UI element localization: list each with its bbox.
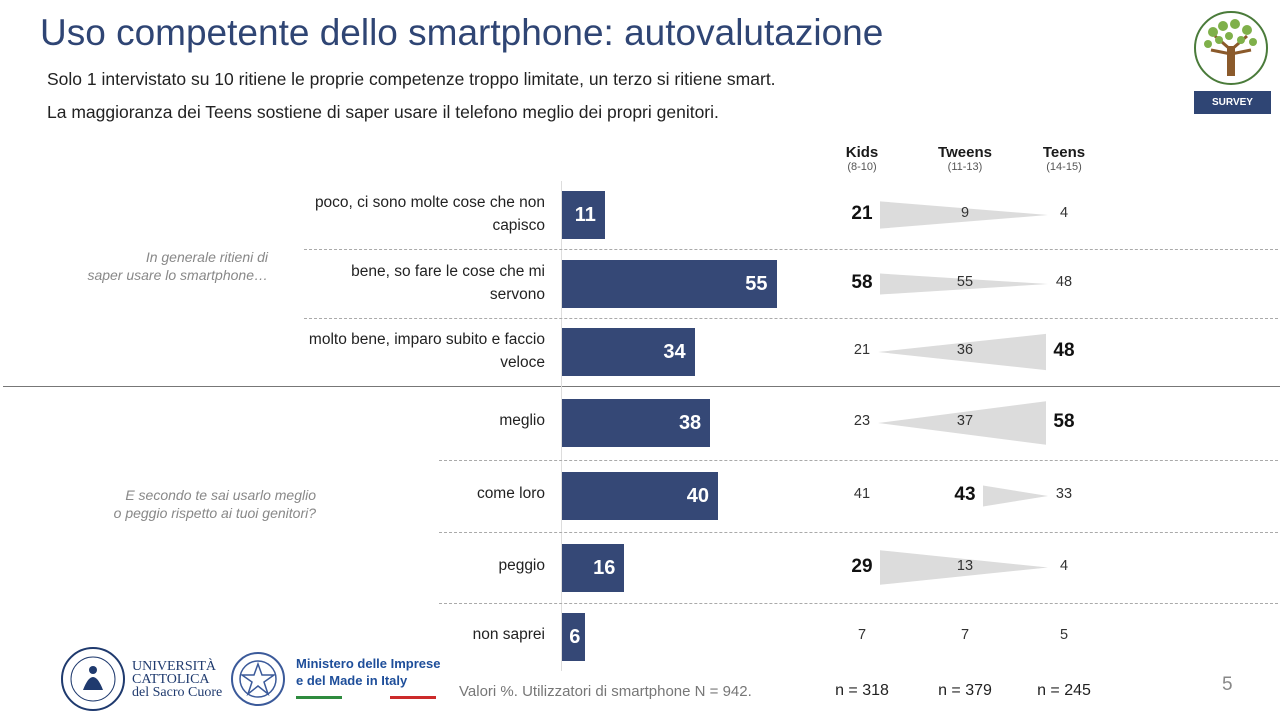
value-tweens: 43 xyxy=(954,484,976,505)
value-kids: 21 xyxy=(853,342,871,358)
ministry-name: Ministero delle Imprese e del Made in It… xyxy=(296,656,441,688)
value-teens: 48 xyxy=(1053,340,1075,361)
value-axis-line xyxy=(561,181,562,671)
column-header-tweens: Tweens (11-13) xyxy=(915,144,1015,173)
category-label: non saprei xyxy=(472,626,545,643)
bar-value-label: 55 xyxy=(745,273,768,295)
category-label: come loro xyxy=(476,485,545,502)
section-divider xyxy=(3,386,1280,387)
value-kids: 21 xyxy=(851,203,873,224)
bar-value-label: 6 xyxy=(569,626,581,648)
total-bar: 55 xyxy=(562,260,777,308)
bar-value-label: 16 xyxy=(593,556,616,579)
value-teens: 48 xyxy=(1055,274,1073,290)
category-label: poco, ci sono molte cose che non capisco xyxy=(314,194,545,234)
sample-size-teens: n = 245 xyxy=(1037,682,1091,699)
total-bar: 16 xyxy=(562,543,625,592)
value-tweens: 13 xyxy=(956,557,974,574)
question-label-1: In generale ritieni di saper usare lo sm… xyxy=(87,249,268,283)
category-label: bene, so fare le cose che mi servono xyxy=(351,263,545,303)
column-ages: (11-13) xyxy=(947,161,983,173)
value-teens: 58 xyxy=(1053,411,1075,432)
total-bar: 40 xyxy=(562,472,718,520)
subtitle-2: La maggioranza dei Teens sostiene di sap… xyxy=(47,102,719,122)
value-teens: 4 xyxy=(1059,557,1069,574)
column-name: Teens xyxy=(1042,144,1086,161)
category-label: peggio xyxy=(498,556,545,574)
bar-value-label: 11 xyxy=(574,204,596,226)
survey-badge: SURVEY xyxy=(1194,91,1271,114)
row-separator xyxy=(439,532,1278,533)
value-tweens: 37 xyxy=(956,413,974,429)
page-number: 5 xyxy=(1222,674,1233,695)
total-bar: 6 xyxy=(562,613,586,661)
question-label-2: E secondo te sai usarlo meglio o peggio … xyxy=(113,487,316,521)
bar-value-label: 34 xyxy=(663,341,686,363)
university-name: UNIVERSITÀ CATTOLICA del Sacro Cuore xyxy=(132,659,223,700)
total-bar: 34 xyxy=(562,328,695,376)
sample-size-kids: n = 318 xyxy=(835,682,889,699)
row-separator xyxy=(304,318,1278,319)
column-name: Tweens xyxy=(938,144,992,161)
column-header-kids: Kids (8-10) xyxy=(812,144,912,173)
value-kids: 58 xyxy=(851,272,873,293)
page-title: Uso competente dello smartphone: autoval… xyxy=(40,12,884,53)
survey-tree-logo xyxy=(1194,11,1268,85)
value-tweens: 9 xyxy=(960,205,970,221)
column-header-teens: Teens (14-15) xyxy=(1014,144,1114,173)
value-kids: 29 xyxy=(851,555,873,577)
value-kids: 41 xyxy=(853,486,871,502)
value-kids: 23 xyxy=(853,413,871,429)
bar-value-label: 40 xyxy=(686,485,709,507)
subtitle-1: Solo 1 intervistato su 10 ritiene le pro… xyxy=(47,69,776,89)
sample-size-tweens: n = 379 xyxy=(938,682,992,699)
flag-green-stripe xyxy=(296,696,342,699)
row-separator xyxy=(439,460,1278,461)
value-teens: 4 xyxy=(1059,205,1069,221)
row-separator xyxy=(439,603,1278,604)
row-separator xyxy=(304,249,1278,250)
italy-emblem-icon xyxy=(231,652,285,706)
value-tweens: 36 xyxy=(956,342,974,358)
total-bar: 11 xyxy=(562,191,605,239)
value-teens: 5 xyxy=(1059,627,1069,643)
value-teens: 33 xyxy=(1055,486,1073,502)
value-kids: 7 xyxy=(857,627,867,643)
category-label: meglio xyxy=(499,412,545,429)
footnote: Valori %. Utilizzatori di smartphone N =… xyxy=(459,683,752,700)
total-bar: 38 xyxy=(562,399,711,447)
value-tweens: 7 xyxy=(960,627,970,643)
university-seal-icon xyxy=(61,647,125,711)
bar-value-label: 38 xyxy=(678,412,702,434)
column-name: Kids xyxy=(845,144,879,161)
category-label: molto bene, imparo subito e faccio veloc… xyxy=(308,331,545,371)
column-ages: (8-10) xyxy=(847,161,877,173)
value-tweens: 55 xyxy=(956,274,974,290)
flag-red-stripe xyxy=(390,696,436,699)
column-ages: (14-15) xyxy=(1046,161,1082,173)
